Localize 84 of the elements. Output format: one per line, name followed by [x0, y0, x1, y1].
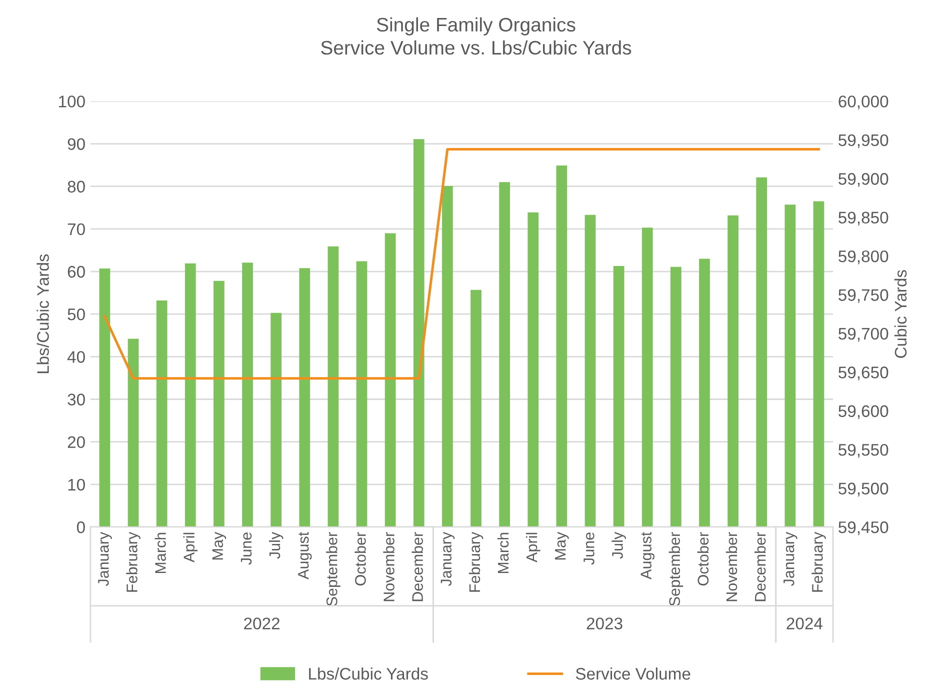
x-tick-label: January	[784, 532, 798, 586]
x-tick-label: May	[555, 532, 569, 560]
bar	[270, 312, 282, 527]
y2-tick-label: 60,000	[838, 96, 888, 110]
x-tick-label: February	[126, 532, 140, 592]
bar	[242, 262, 253, 527]
bar	[470, 290, 482, 527]
x-tick-label: September	[326, 532, 340, 606]
bar	[156, 300, 168, 527]
x-tick-label: June	[240, 532, 252, 565]
x-tick-label: March	[497, 532, 509, 574]
x-tick-label: February	[468, 532, 484, 592]
y-tick-label: 30	[68, 394, 85, 406]
y2-tick-label: 59,650	[838, 366, 888, 380]
y-tick-label: 90	[68, 138, 85, 150]
x-tick-label: January	[440, 532, 455, 586]
bar	[184, 263, 196, 527]
bar	[699, 258, 710, 527]
bar	[756, 177, 768, 527]
bar	[128, 338, 139, 527]
y-tick-label: 0	[76, 521, 85, 534]
chart-subtitle: Service Volume vs. Lbs/Cubic Yards	[321, 40, 632, 55]
bar	[584, 214, 596, 527]
y2-axis-title: Cubic Yards	[894, 270, 907, 358]
y-tick-label: 80	[68, 180, 85, 193]
y2-tick-label: 59,900	[838, 173, 888, 187]
bar	[442, 186, 453, 527]
x-tick-label: December	[412, 532, 423, 602]
x-tick-label: April	[526, 532, 540, 562]
x-tick-label: October	[697, 532, 709, 586]
y-tick-label: 100	[59, 96, 85, 108]
text: 2023	[586, 618, 622, 630]
legend-label: Service Volume	[576, 667, 690, 680]
y2-tick-label: 59,700	[838, 328, 888, 342]
y2-tick-label: 59,800	[838, 250, 888, 264]
legend-label: Lbs/Cubic Yards	[309, 667, 428, 680]
y2-tick-label: 59,450	[838, 521, 888, 536]
bar	[728, 215, 738, 527]
bar	[642, 228, 653, 527]
y2-tick-label: 59,950	[838, 134, 888, 148]
y2-tick-label: 59,600	[838, 405, 888, 420]
text: 2022	[244, 618, 280, 630]
x-tick-label: July	[612, 532, 626, 559]
y-axis-title: Lbs/Cubic Yards	[36, 254, 49, 374]
bar	[413, 139, 424, 527]
x-tick-label: November	[726, 532, 738, 602]
x-tick-label: June	[584, 532, 594, 565]
x-tick-label: December	[754, 532, 766, 602]
text: 2024	[786, 618, 822, 630]
x-tick-label: May	[212, 532, 226, 560]
x-tick-label: August	[298, 532, 312, 580]
y-tick-label: 40	[67, 351, 85, 363]
y-tick-label: 70	[68, 223, 85, 236]
bar	[556, 166, 568, 527]
bar	[499, 182, 510, 527]
bar	[384, 233, 396, 527]
y-tick-label: 60	[68, 266, 85, 278]
bar	[613, 266, 624, 527]
bar	[784, 204, 796, 527]
bar	[328, 246, 339, 527]
bar	[214, 280, 224, 527]
y2-tick-label: 59,500	[838, 482, 888, 496]
x-tick-label: July	[268, 532, 284, 559]
x-tick-label: March	[154, 532, 166, 574]
bar	[299, 268, 310, 527]
y-tick-label: 20	[68, 436, 85, 448]
y-tick-label: 10	[68, 478, 85, 491]
x-tick-label: September	[668, 532, 684, 606]
x-tick-label: January	[98, 532, 112, 586]
y2-tick-label: 59,750	[838, 289, 888, 303]
x-tick-label: February	[812, 532, 826, 592]
x-tick-label: April	[183, 532, 198, 562]
bar	[99, 268, 110, 527]
y2-tick-label: 59,550	[838, 444, 888, 458]
x-tick-label: August	[640, 532, 654, 580]
y-tick-label: 50	[68, 308, 85, 320]
chart-title: Single Family Organics	[376, 17, 576, 36]
x-tick-label: November	[383, 532, 394, 602]
x-tick-label: October	[354, 532, 366, 586]
y2-tick-label: 59,850	[838, 212, 888, 226]
bar	[670, 266, 682, 527]
bar	[528, 212, 539, 527]
bar	[813, 201, 824, 527]
bar	[356, 261, 368, 527]
